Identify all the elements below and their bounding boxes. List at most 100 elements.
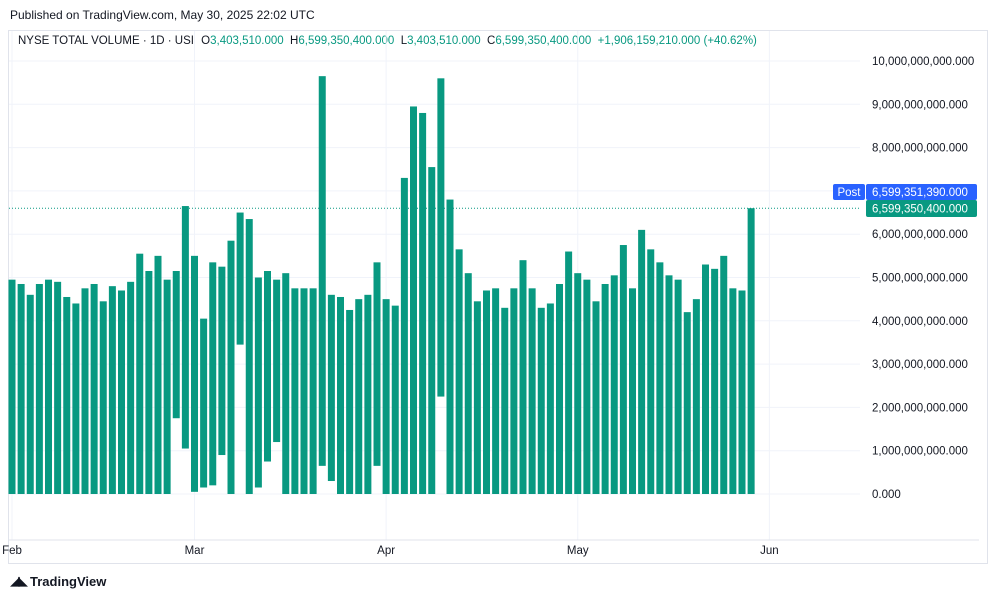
volume-bar [54, 281, 62, 494]
volume-bar [638, 229, 646, 494]
volume-bar [300, 288, 308, 494]
volume-bar [455, 249, 463, 494]
close-label: C [487, 35, 496, 47]
volume-bar [318, 76, 326, 466]
volume-bar [683, 312, 691, 494]
tradingview-brand[interactable]: ◢◣ TradingView [10, 573, 106, 589]
volume-bar [647, 249, 655, 494]
volume-bar [81, 288, 89, 494]
volume-bar [391, 305, 399, 494]
y-tick-label: 9,000,000,000.000 [872, 99, 968, 111]
volume-bar [72, 303, 80, 494]
y-tick-label: 10,000,000,000.000 [872, 56, 974, 68]
volume-bar [108, 286, 116, 494]
volume-bar [546, 303, 554, 494]
x-tick-label: Jun [760, 545, 779, 557]
symbol-legend: NYSE TOTAL VOLUME · 1D · USI O 3,403,510.… [18, 35, 757, 47]
volume-bar [692, 299, 700, 494]
volume-bar [264, 271, 271, 462]
price-tags: Post 6,599,351,390.000 6,599,350,400.000 [833, 184, 977, 217]
x-tick-label: Mar [185, 545, 205, 557]
y-tick-label: 3,000,000,000.000 [872, 359, 968, 371]
volume-bar [492, 288, 500, 494]
volume-bar [227, 240, 235, 494]
volume-bar [291, 288, 299, 494]
volume-bar [200, 318, 208, 488]
volume-bar [273, 279, 281, 443]
volume-bar [8, 279, 16, 494]
volume-bar [191, 255, 198, 492]
volume-bar [26, 294, 34, 494]
x-tick-label: Feb [2, 545, 22, 557]
volume-bar [136, 253, 144, 494]
volume-bar [172, 271, 180, 419]
y-tick-label: 2,000,000,000.000 [872, 402, 968, 414]
volume-bar [428, 167, 436, 494]
volume-bar [410, 106, 417, 494]
volume-bar [610, 275, 618, 494]
volume-bar [346, 309, 354, 494]
volume-bar [665, 275, 673, 494]
volume-bar [483, 290, 490, 494]
volume-bar [309, 288, 317, 494]
volume-bar [17, 283, 25, 494]
published-caption: Published on TradingView.com, May 30, 20… [10, 8, 315, 22]
bar-series [8, 76, 755, 495]
high-value: 6,599,350,400.000 [298, 35, 395, 47]
post-label-tag [833, 184, 865, 200]
x-axis[interactable]: Feb Mar Apr May Jun [2, 539, 979, 557]
y-tick-label: 1,000,000,000.000 [872, 446, 968, 458]
volume-bar [501, 307, 509, 494]
volume-bar [90, 283, 98, 494]
volume-bar [473, 301, 481, 494]
post-value-text: 6,599,351,390.000 [872, 187, 968, 199]
volume-bar [382, 299, 390, 494]
y-tick-label: 0.000 [872, 489, 901, 501]
volume-bar [355, 299, 363, 494]
volume-bar [127, 281, 135, 494]
post-label-text: Post [837, 187, 861, 199]
volume-bar [163, 279, 171, 494]
volume-bar [218, 266, 226, 456]
volume-bar [236, 212, 244, 345]
volume-bar [364, 294, 372, 494]
last-value-text: 6,599,350,400.000 [872, 204, 968, 216]
volume-bar [282, 273, 290, 494]
volume-bar [446, 199, 454, 494]
x-tick-label: May [567, 545, 589, 557]
volume-bar [592, 301, 600, 494]
volume-bar [254, 277, 262, 488]
open-label: O [201, 35, 211, 47]
close-value: 6,599,350,400.000 [495, 35, 592, 47]
y-tick-label: 8,000,000,000.000 [872, 143, 968, 155]
volume-bar [574, 273, 582, 494]
volume-bar [629, 288, 636, 494]
low-label: L [400, 35, 408, 47]
y-axis[interactable]: 10,000,000,000.000 9,000,000,000.000 8,000… [872, 56, 974, 501]
volume-bar [702, 264, 709, 494]
volume-bar [519, 260, 527, 494]
x-tick-label: Apr [377, 545, 395, 557]
last-value-tag [866, 200, 977, 217]
volume-bar [601, 283, 609, 494]
volume-bar [419, 112, 427, 495]
volume-bar [337, 296, 344, 494]
volume-bar [556, 283, 563, 494]
volume-bar [181, 206, 189, 449]
volume-bar [619, 245, 627, 494]
post-value-tag [866, 184, 977, 200]
volume-bar [45, 279, 52, 494]
symbol-name: NYSE TOTAL VOLUME · 1D · USI [18, 35, 194, 47]
volume-bar [711, 268, 719, 494]
volume-bar [510, 288, 518, 494]
volume-bar [565, 251, 573, 494]
low-value: 3,403,510.000 [407, 35, 481, 47]
brand-label: TradingView [30, 573, 107, 589]
volume-bar [145, 271, 153, 494]
volume-bar [154, 255, 162, 494]
volume-bar [720, 255, 728, 494]
y-tick-label: 6,000,000,000.000 [872, 229, 968, 241]
volume-bar [437, 78, 445, 397]
volume-bar [738, 290, 746, 494]
